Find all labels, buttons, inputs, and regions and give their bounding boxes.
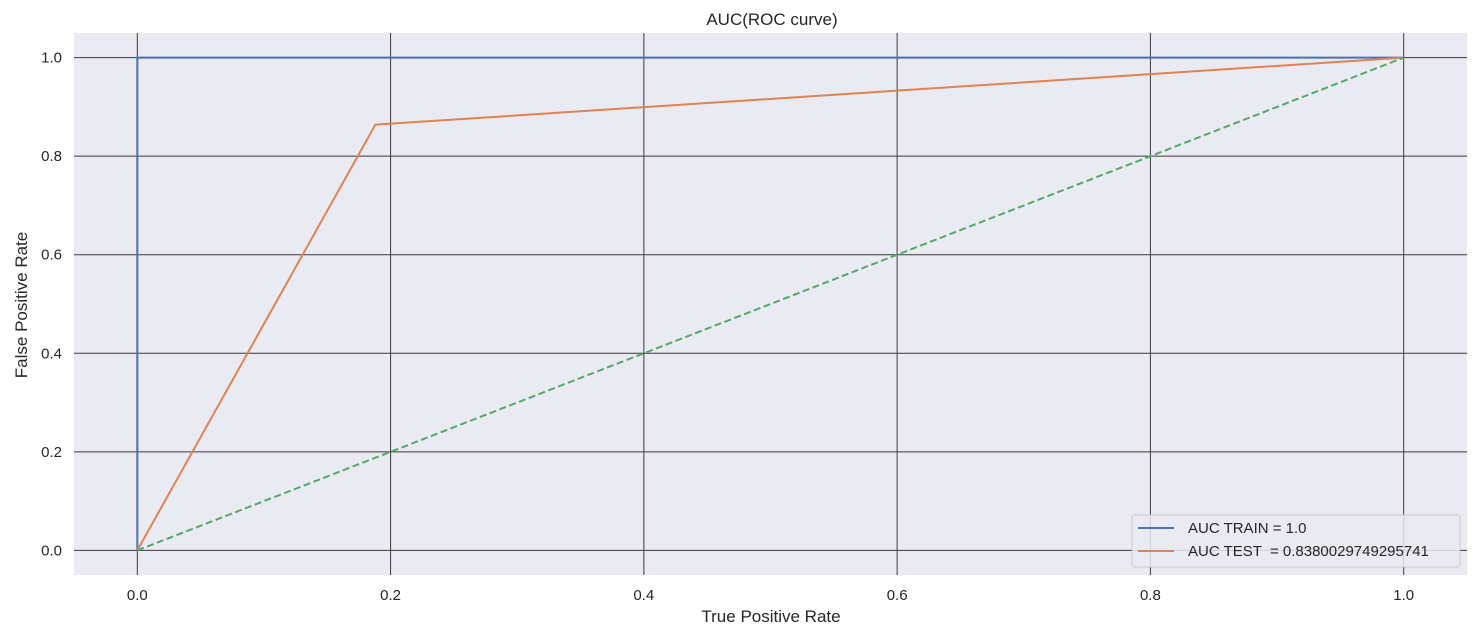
y-tick-label: 0.0 [41, 542, 62, 559]
x-tick-label: 0.4 [633, 587, 654, 604]
x-axis-label: True Positive Rate [701, 607, 840, 626]
chart-title: AUC(ROC curve) [706, 10, 837, 29]
y-axis-label: False Positive Rate [12, 232, 31, 378]
y-tick-label: 1.0 [41, 50, 62, 67]
x-tick-label: 0.2 [380, 587, 401, 604]
y-tick-label: 0.8 [41, 148, 62, 165]
y-tick-label: 0.4 [41, 345, 62, 362]
y-tick-label: 0.6 [41, 247, 62, 264]
x-tick-label: 0.8 [1140, 587, 1161, 604]
legend: AUC TRAIN = 1.0 AUC TEST = 0.83800297492… [1132, 515, 1460, 567]
x-tick-label: 1.0 [1393, 587, 1414, 604]
y-tick-label: 0.2 [41, 444, 62, 461]
x-tick-label: 0.0 [127, 587, 148, 604]
x-tick-label: 0.6 [887, 587, 908, 604]
legend-label-test: AUC TEST = 0.8380029749295741 [1188, 543, 1429, 560]
legend-label-train: AUC TRAIN = 1.0 [1188, 520, 1307, 537]
